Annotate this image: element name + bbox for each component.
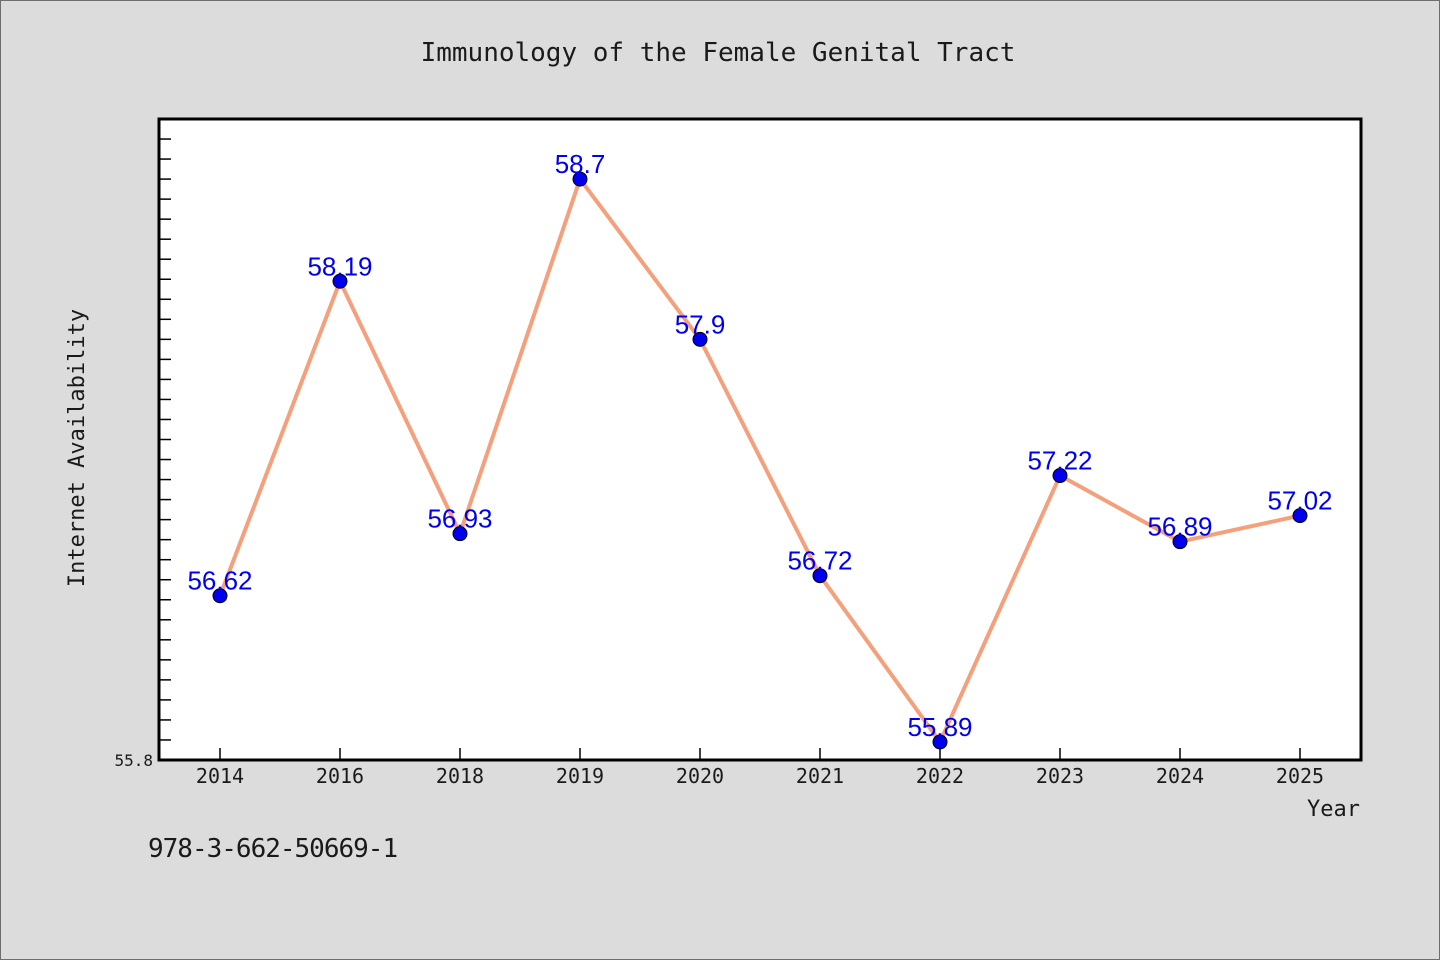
data-label: 58.19 [307, 251, 372, 281]
y-tick-label: 55.8 [114, 751, 153, 770]
data-label: 57.22 [1027, 446, 1092, 476]
x-tick-label: 2021 [796, 764, 844, 788]
x-axis-ticks: 2014 2016 2018 2019 2020 2021 2022 2023 2024 2025 [196, 748, 1324, 788]
x-tick-label: 2016 [316, 764, 364, 788]
data-point [812, 568, 828, 584]
series-line [218, 177, 1301, 744]
data-label: 56.62 [187, 566, 252, 596]
data-label: 57.02 [1267, 486, 1332, 516]
data-label: 56.93 [427, 504, 492, 534]
x-tick-label: 2018 [436, 764, 484, 788]
data-point [452, 526, 468, 542]
data-label: 56.89 [1147, 512, 1212, 542]
x-tick-label: 2014 [196, 764, 244, 788]
x-tick-label: 2024 [1156, 764, 1204, 788]
x-tick-label: 2023 [1036, 764, 1084, 788]
x-tick-label: 2025 [1276, 764, 1324, 788]
x-tick-label: 2020 [676, 764, 724, 788]
data-point [932, 734, 948, 750]
isbn-footnote: 978-3-662-50669-1 [148, 834, 398, 864]
y-axis-ticks: 55.8 [114, 138, 171, 770]
data-point [1292, 508, 1308, 524]
data-point [692, 331, 708, 347]
series-layer: 56.62 58.19 56.93 58.7 57.9 56.72 55.89 57.22 56… [187, 149, 1333, 750]
data-label: 56.72 [787, 546, 852, 576]
data-label: 57.9 [675, 309, 726, 339]
data-point [1052, 468, 1068, 484]
data-label: 55.89 [907, 712, 972, 742]
x-axis-label: Year [1307, 797, 1360, 822]
data-point [572, 171, 588, 187]
chart-title: Immunology of the Female Genital Tract [421, 38, 1016, 68]
x-tick-label: 2022 [916, 764, 964, 788]
x-tick-label: 2019 [556, 764, 604, 788]
data-label: 58.7 [555, 149, 606, 179]
y-axis-label: Internet Availability [65, 309, 90, 587]
data-point [332, 273, 348, 289]
data-point [212, 588, 228, 604]
data-point [1172, 534, 1188, 550]
plot-area [157, 117, 1363, 762]
